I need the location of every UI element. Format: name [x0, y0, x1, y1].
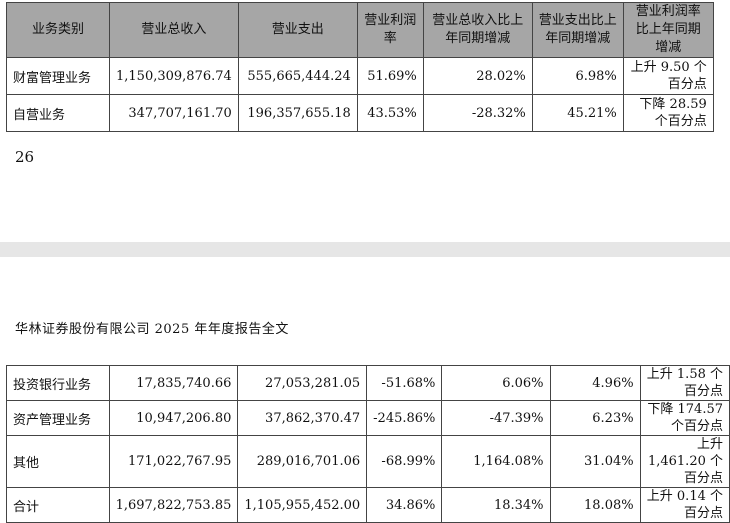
cell-expense: 27,053,281.05	[237, 365, 368, 401]
segment-table-top: 业务类别 营业总收入 营业支出 营业利润率 营业总收入比上年同期增减 营业支出比…	[6, 2, 714, 132]
cell-revenue: 347,707,161.70	[109, 94, 239, 132]
cell-expense-yoy: 4.96%	[549, 365, 641, 401]
header-revenue: 营业总收入	[109, 2, 239, 58]
cell-margin: -51.68%	[366, 365, 443, 401]
cell-margin-change: 下降 174.57 个百分点	[639, 400, 730, 436]
cell-expense-yoy: 45.21%	[531, 94, 624, 132]
cell-category: 财富管理业务	[6, 57, 110, 95]
cell-category: 其他	[6, 435, 110, 488]
table-row-total: 合计 1,697,822,753.85 1,105,955,452.00 34.…	[6, 487, 730, 523]
cell-revenue: 17,835,740.66	[108, 365, 239, 401]
cell-revenue-yoy: 28.02%	[422, 57, 533, 95]
segment-table-bottom: 投资银行业务 17,835,740.66 27,053,281.05 -51.6…	[6, 365, 730, 523]
document-page-bottom: 华林证券股份有限公司 2025 年年度报告全文 投资银行业务 17,835,74…	[0, 257, 730, 523]
cell-revenue: 1,150,309,876.74	[109, 57, 239, 95]
cell-expense: 37,862,370.47	[237, 400, 368, 436]
cell-category: 投资银行业务	[6, 365, 110, 401]
table-header: 业务类别 营业总收入 营业支出 营业利润率 营业总收入比上年同期增减 营业支出比…	[6, 2, 714, 58]
document-page-top: 业务类别 营业总收入 营业支出 营业利润率 营业总收入比上年同期增减 营业支出比…	[0, 0, 730, 242]
page-number: 26	[15, 148, 35, 166]
cell-revenue-yoy: 1,164.08%	[441, 435, 551, 488]
cell-revenue-yoy: 18.34%	[441, 487, 551, 523]
cell-margin-change: 上升 1,461.20 个百分点	[639, 435, 730, 488]
cell-category: 资产管理业务	[6, 400, 110, 436]
header-category: 业务类别	[6, 2, 110, 58]
cell-expense-yoy: 6.98%	[531, 57, 624, 95]
cell-margin: -245.86%	[366, 400, 443, 436]
cell-margin-change: 上升 9.50 个百分点	[622, 57, 714, 95]
cell-expense: 289,016,701.06	[237, 435, 368, 488]
header-revenue-yoy: 营业总收入比上年同期增减	[422, 2, 533, 58]
table-row: 财富管理业务 1,150,309,876.74 555,665,444.24 5…	[6, 57, 714, 95]
header-row: 业务类别 营业总收入 营业支出 营业利润率 营业总收入比上年同期增减 营业支出比…	[6, 2, 714, 58]
table-row: 自营业务 347,707,161.70 196,357,655.18 43.53…	[6, 94, 714, 132]
cell-revenue-yoy: 6.06%	[441, 365, 551, 401]
running-header: 华林证券股份有限公司 2025 年年度报告全文	[15, 322, 289, 337]
page-separator	[0, 242, 730, 257]
cell-margin: 51.69%	[356, 57, 424, 95]
cell-expense-yoy: 31.04%	[549, 435, 641, 488]
cell-margin-change: 下降 28.59 个百分点	[622, 94, 714, 132]
cell-revenue-yoy: -47.39%	[441, 400, 551, 436]
cell-revenue: 1,697,822,753.85	[108, 487, 239, 523]
table-row: 其他 171,022,767.95 289,016,701.06 -68.99%…	[6, 435, 730, 488]
header-margin: 营业利润率	[356, 2, 424, 58]
cell-revenue: 10,947,206.80	[108, 400, 239, 436]
header-expense: 营业支出	[237, 2, 358, 58]
cell-margin: -68.99%	[366, 435, 443, 488]
cell-margin-change: 上升 1.58 个百分点	[639, 365, 730, 401]
table-row: 投资银行业务 17,835,740.66 27,053,281.05 -51.6…	[6, 365, 730, 401]
cell-margin: 34.86%	[366, 487, 443, 523]
header-margin-change: 营业利润率比上年同期增减	[622, 2, 714, 58]
header-expense-yoy: 营业支出比上年同期增减	[531, 2, 624, 58]
cell-expense-yoy: 6.23%	[549, 400, 641, 436]
cell-expense: 1,105,955,452.00	[237, 487, 368, 523]
cell-margin-change: 上升 0.14 个百分点	[639, 487, 730, 523]
cell-revenue-yoy: -28.32%	[422, 94, 533, 132]
table-row: 资产管理业务 10,947,206.80 37,862,370.47 -245.…	[6, 400, 730, 436]
cell-margin: 43.53%	[356, 94, 424, 132]
cell-category: 合计	[6, 487, 110, 523]
cell-expense: 555,665,444.24	[237, 57, 358, 95]
cell-expense-yoy: 18.08%	[549, 487, 641, 523]
cell-category: 自营业务	[6, 94, 110, 132]
cell-expense: 196,357,655.18	[237, 94, 358, 132]
cell-revenue: 171,022,767.95	[108, 435, 239, 488]
